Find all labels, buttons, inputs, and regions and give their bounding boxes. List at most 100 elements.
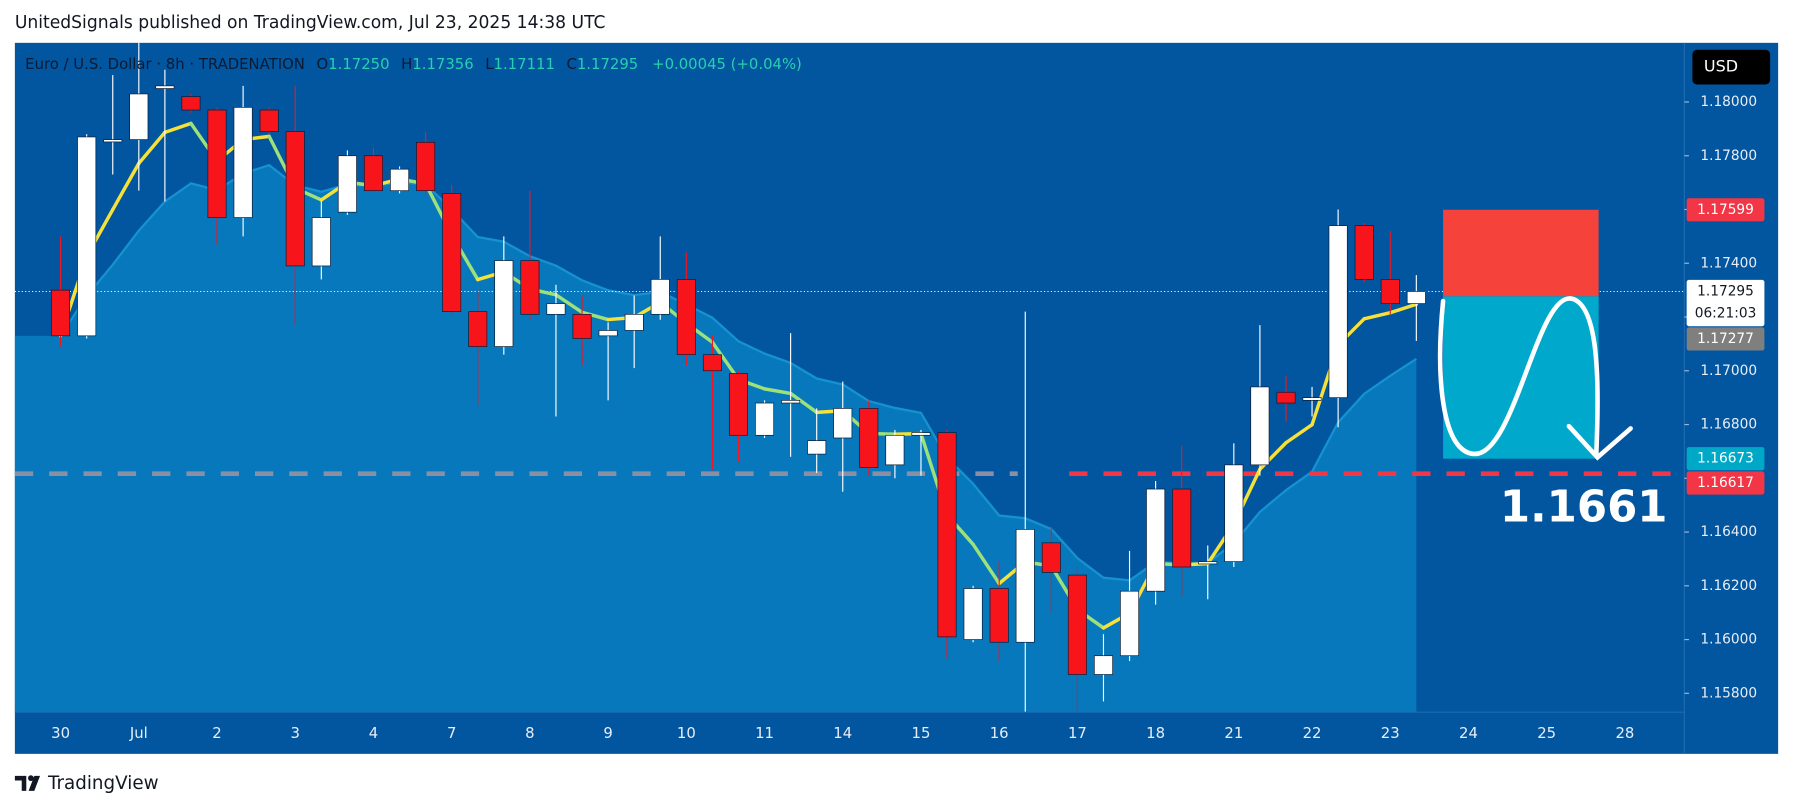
ma-line	[163, 121, 193, 135]
candle-body	[285, 131, 305, 267]
candle-body	[1146, 488, 1166, 592]
candle-body	[207, 109, 227, 218]
candle-body	[624, 313, 644, 331]
price-marker-label: 1.17295	[1697, 283, 1754, 299]
ma-line	[1284, 422, 1314, 445]
candle-body	[416, 141, 436, 192]
footer-brand: TradingView	[47, 773, 159, 794]
candle-body	[546, 303, 566, 315]
ma-line	[762, 387, 793, 396]
candle-body	[520, 260, 540, 315]
price-marker	[1686, 327, 1765, 351]
x-tick-label: 18	[1146, 724, 1165, 742]
x-tick-label: 23	[1381, 724, 1400, 742]
candle-body	[702, 354, 722, 372]
candle-body	[1015, 529, 1035, 643]
candle-body	[51, 289, 71, 337]
x-tick-label: 16	[990, 724, 1009, 742]
candle-body	[937, 432, 957, 638]
ma-line	[1362, 310, 1392, 321]
candle-body	[129, 93, 149, 140]
x-tick-label: 7	[447, 724, 456, 742]
ma-line	[137, 130, 167, 166]
candle-body	[1380, 279, 1400, 304]
logo-part	[14, 775, 27, 791]
candle-body	[859, 408, 879, 468]
candle-body	[103, 139, 123, 143]
countdown: 06:21:03	[1695, 305, 1757, 321]
ma-line	[554, 293, 584, 315]
x-tick-label: 17	[1068, 724, 1087, 742]
logo-part	[28, 775, 34, 782]
price-marker-label: 1.17277	[1697, 331, 1754, 347]
candle-body	[989, 588, 1009, 643]
close-label: C	[567, 55, 577, 73]
candle-body	[468, 311, 488, 347]
y-tick-label: 1.18000	[1700, 94, 1757, 110]
x-tick-label: 25	[1537, 724, 1556, 742]
price-marker	[1686, 279, 1765, 327]
candle-body	[233, 107, 253, 218]
high-value: 1.17356	[412, 55, 473, 73]
open-label: O	[316, 55, 328, 73]
candle-body	[911, 432, 931, 436]
candle-body	[1328, 225, 1348, 399]
candle-body	[1250, 386, 1270, 466]
currency-label[interactable]: USD	[1704, 57, 1738, 76]
candle-body	[155, 85, 175, 89]
ma-line	[788, 391, 819, 415]
ma-line	[1388, 302, 1419, 315]
legend: Euro / U.S. Dollar · 8h · TRADENATION O 1…	[25, 55, 802, 73]
x-tick-label: Jul	[129, 724, 148, 742]
x-tick-label: 8	[525, 724, 534, 742]
y-tick-label: 1.16200	[1700, 578, 1757, 594]
candle-body	[572, 313, 592, 339]
annotation: 1.1661	[1500, 481, 1668, 532]
x-tick-label: 4	[369, 724, 378, 742]
x-tick-label: 10	[677, 724, 696, 742]
currency-button[interactable]	[1692, 49, 1771, 85]
footer-logo	[14, 775, 41, 791]
x-tick-label: 2	[212, 724, 221, 742]
x-tick-label: 30	[51, 724, 70, 742]
candle-body	[1198, 561, 1218, 565]
candle-body	[1276, 391, 1296, 404]
candle-body	[598, 330, 618, 337]
candle-body	[1093, 655, 1113, 675]
candle-body	[1172, 488, 1192, 568]
candle-body	[885, 434, 905, 466]
candle-body	[442, 193, 462, 312]
x-tick-label: 11	[755, 724, 774, 742]
stop-zone	[1443, 209, 1599, 297]
candle-body	[77, 136, 97, 337]
x-tick-label: 28	[1615, 724, 1634, 742]
candle-body	[807, 440, 827, 455]
x-tick-label: 3	[291, 724, 300, 742]
candle-body	[650, 279, 670, 315]
candle-body	[1041, 542, 1061, 573]
arrow-head	[1566, 423, 1633, 461]
candle-body	[1354, 225, 1374, 280]
candle-body	[676, 279, 696, 355]
high-label: H	[401, 55, 412, 73]
price-marker-label: 1.16673	[1697, 451, 1754, 467]
candle-body	[311, 217, 331, 267]
y-tick-label: 1.16800	[1700, 416, 1757, 432]
price-marker	[1686, 198, 1765, 222]
arrow-curve	[1437, 296, 1600, 457]
y-tick-label: 1.17800	[1700, 148, 1757, 164]
y-tick-label: 1.17400	[1700, 255, 1757, 271]
y-tick-label: 1.16400	[1700, 524, 1757, 540]
x-tick-label: 14	[833, 724, 852, 742]
symbol: Euro / U.S. Dollar · 8h · TRADENATION	[25, 55, 305, 73]
candle-body	[781, 399, 801, 404]
candle-body	[390, 168, 410, 192]
candle-body	[833, 408, 853, 439]
candle-body	[494, 260, 514, 347]
candle-body	[181, 96, 201, 111]
candle-body	[1067, 574, 1087, 675]
candle-body	[1120, 590, 1140, 657]
candle-body	[1406, 291, 1426, 304]
